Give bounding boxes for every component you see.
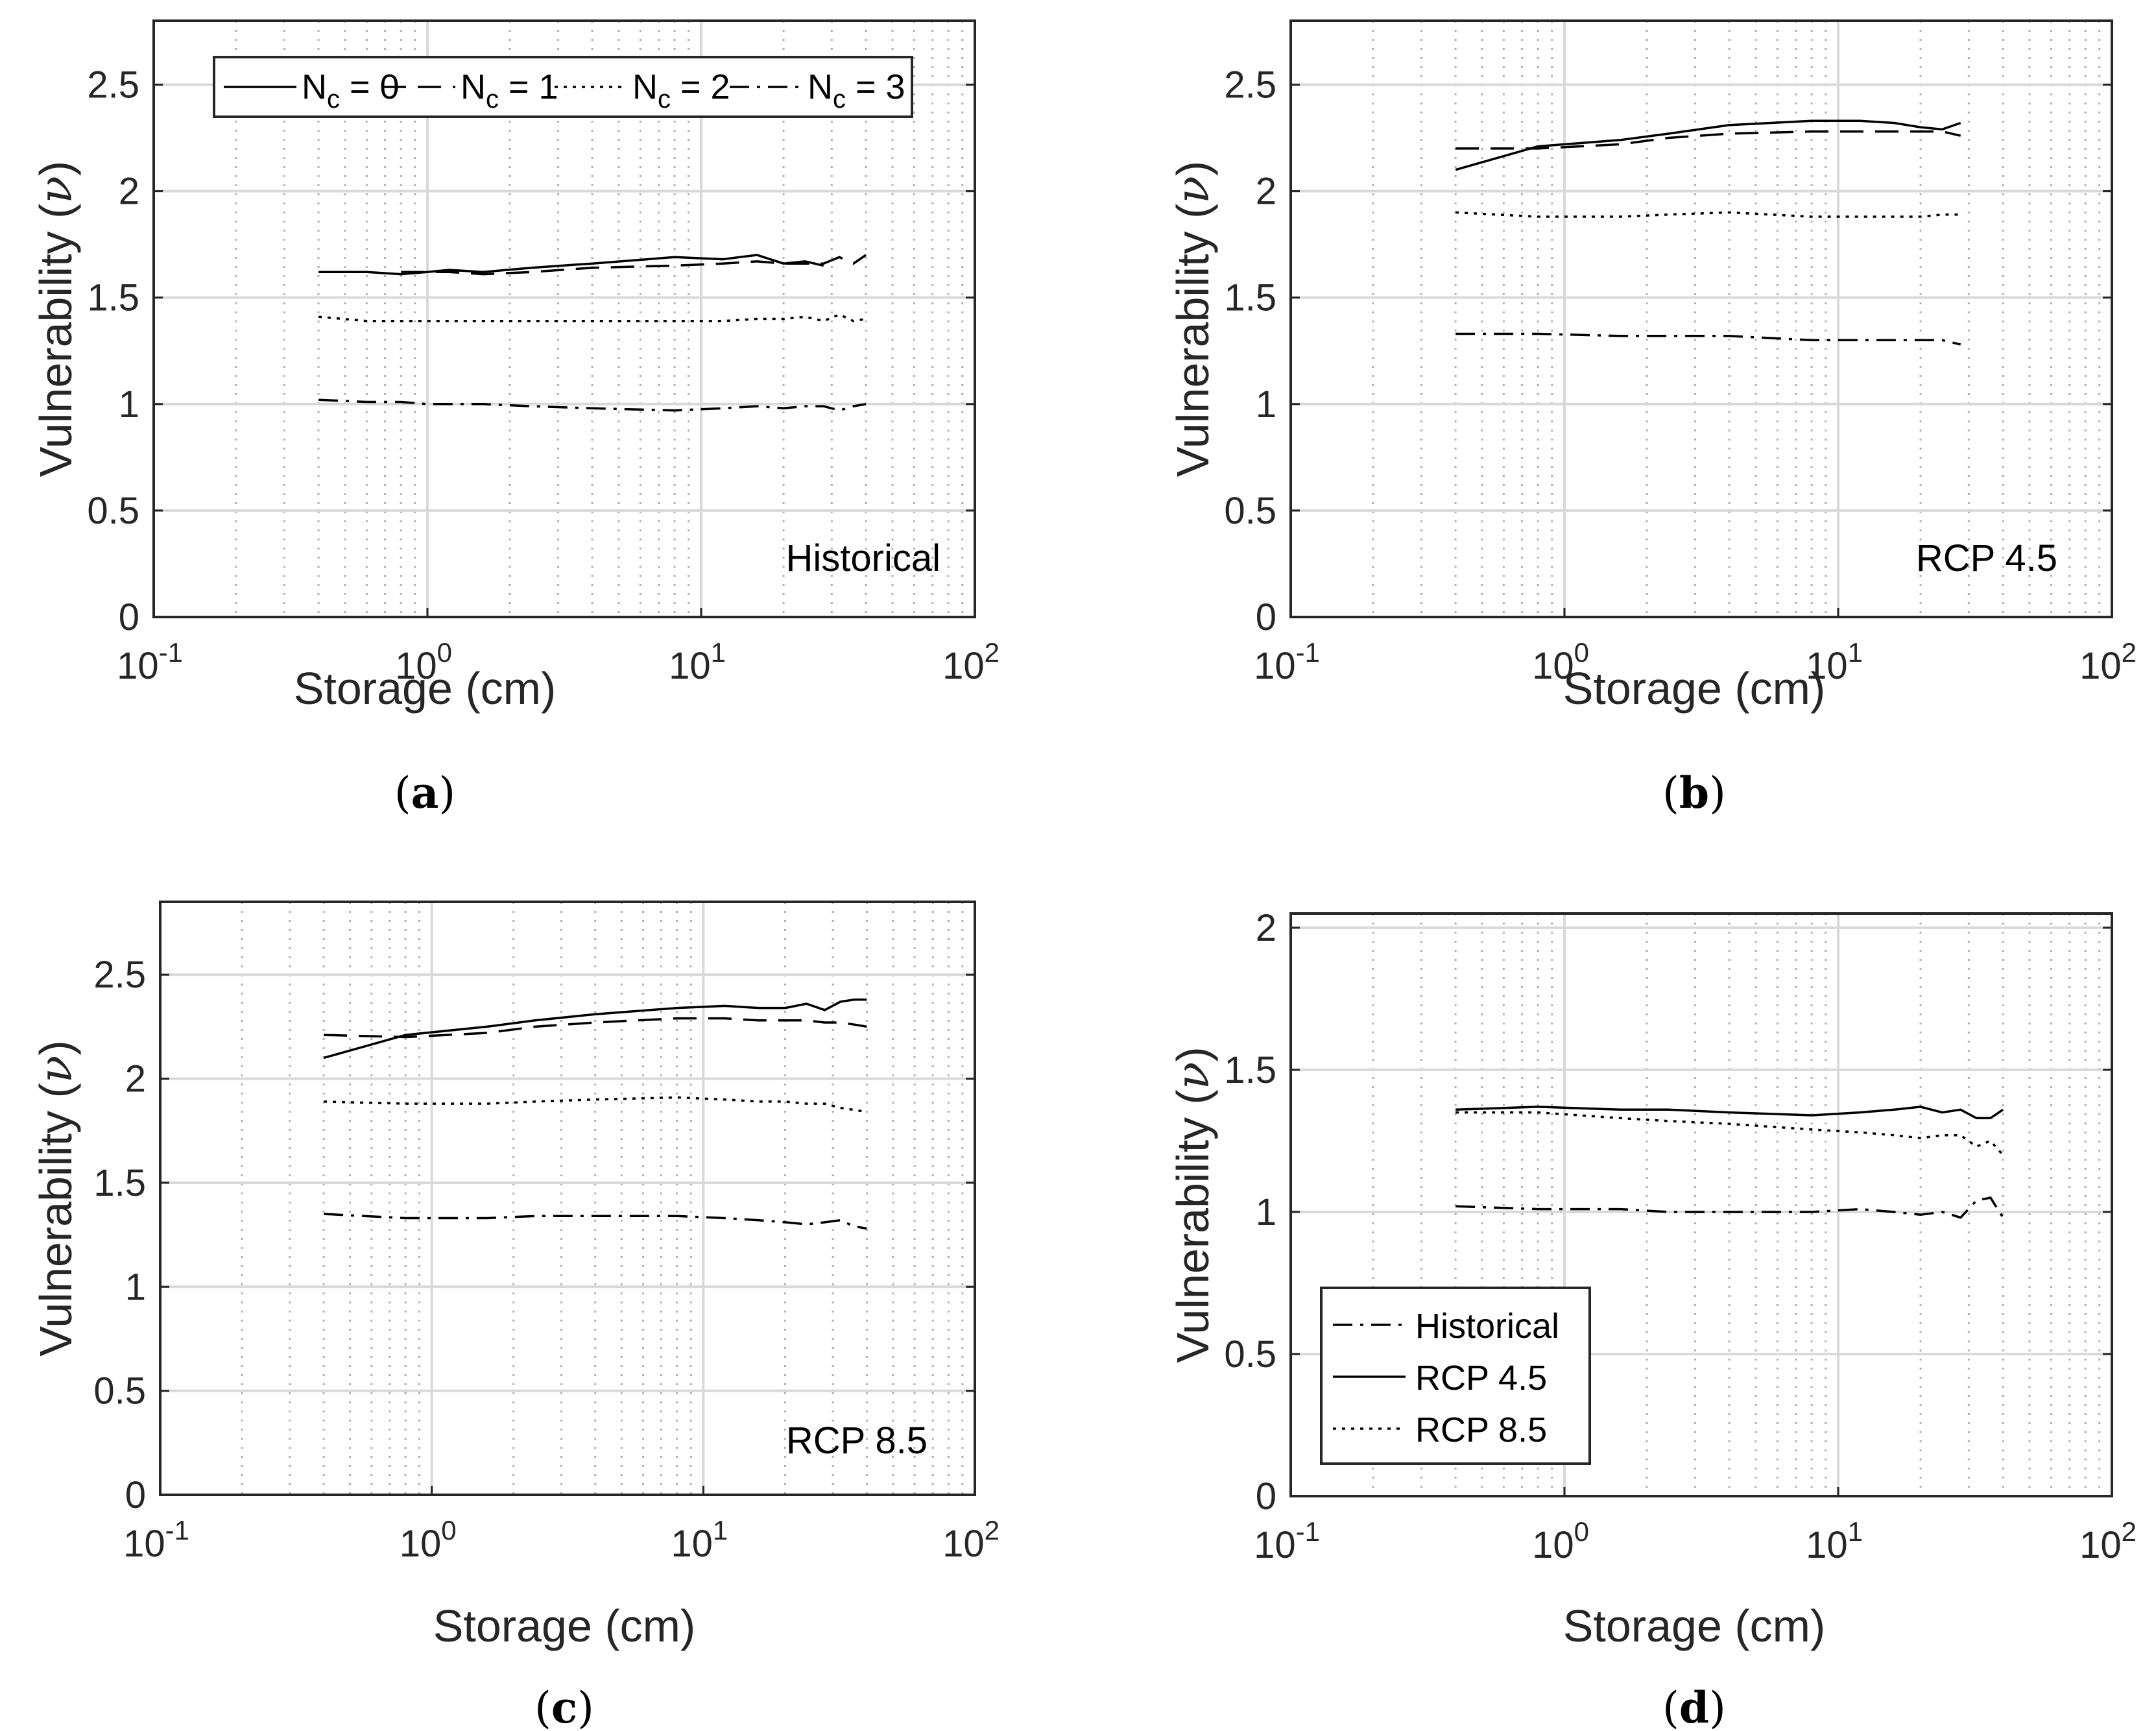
legend-label: Nc = 1 <box>461 67 558 114</box>
y-tick-label: 2.5 <box>87 64 139 106</box>
legend-label: Nc = 2 <box>632 67 730 114</box>
x-tick-label: 100 <box>1532 637 1589 687</box>
chart-panel-a: 0 0.5 1 1.5 2 2.5 10-1 100 101 102 Historical Stora… <box>29 19 1000 818</box>
x-axis-label: Storage (cm) <box>433 1601 696 1651</box>
y-tick-label: 0.5 <box>1224 490 1276 532</box>
series-line-n-c-3 <box>324 1213 867 1230</box>
y-tick-label: 1.5 <box>87 277 139 319</box>
legend-label: Nc = 3 <box>808 67 905 114</box>
y-tick-label: 2 <box>119 171 139 213</box>
x-tick-label: 10-1 <box>1254 637 1320 687</box>
y-tick-label: 0.5 <box>93 1370 146 1412</box>
legend-label: Nc = 0 <box>302 67 400 114</box>
chart-panel-b: 0 0.5 1 1.5 2 2.5 10-1 100 101 102 RCP 4.5 Storage … <box>1166 19 2137 818</box>
x-axis-label: Storage (cm) <box>1563 663 1826 714</box>
legend: Nc = 0 Nc = 1 Nc = 2 Nc = 3 <box>213 56 913 118</box>
series-line-rcp-8-5 <box>1455 1111 2004 1156</box>
panel-annotation: RCP 4.5 <box>1916 537 2057 579</box>
series-line-n-c-2 <box>1455 211 1961 218</box>
y-tick-label: 1.5 <box>93 1162 146 1204</box>
series-line-n-c-1 <box>401 254 867 276</box>
y-tick-label: 0 <box>1256 1475 1276 1518</box>
y-axis-label: Vulnerability (ν) <box>1166 161 1219 477</box>
x-tick-label: 10-1 <box>123 1515 189 1565</box>
y-tick-label: 0.5 <box>1224 1333 1276 1375</box>
series-line-n-c-2 <box>324 1096 867 1113</box>
y-tick-label: 1.5 <box>1224 1049 1276 1091</box>
panel-caption: (c) <box>534 1682 594 1731</box>
y-tick-label: 2 <box>1256 171 1276 213</box>
y-tick-label: 2.5 <box>1224 64 1276 106</box>
y-tick-label: 2 <box>125 1058 146 1100</box>
x-tick-label: 100 <box>400 1515 457 1565</box>
y-tick-label: 1.5 <box>1224 277 1276 319</box>
y-tick-label: 2.5 <box>93 954 146 996</box>
y-tick-label: 0 <box>125 1474 146 1516</box>
y-tick-label: 0.5 <box>87 490 139 532</box>
legend-label: RCP 4.5 <box>1415 1359 1547 1398</box>
x-tick-label: 101 <box>1806 637 1863 687</box>
chart-panel-c: 0 0.5 1 1.5 2 2.5 10-1 100 101 102 RCP 8.5 Storage … <box>29 901 1000 1731</box>
panel-caption: (b) <box>1662 768 1726 818</box>
axes-box <box>1289 19 2113 618</box>
y-tick-label: 1 <box>1256 383 1276 426</box>
y-tick-label: 0 <box>119 596 139 638</box>
series-line-historical <box>1455 1196 2004 1219</box>
x-tick-label: 101 <box>1806 1516 1863 1566</box>
x-tick-label: 102 <box>2079 1516 2137 1566</box>
y-tick-label: 1 <box>1256 1191 1276 1233</box>
y-axis-label: Vulnerability (ν) <box>29 161 82 477</box>
x-axis-label: Storage (cm) <box>294 663 557 714</box>
series-line-n-c-0 <box>318 254 824 276</box>
x-tick-label: 102 <box>942 637 1000 687</box>
x-tick-label: 101 <box>669 637 726 687</box>
y-tick-label: 1 <box>119 383 139 426</box>
series-line-n-c-3 <box>318 398 867 412</box>
series-line-rcp-4-5 <box>1455 1106 2004 1120</box>
series-line-n-c-2 <box>318 313 867 322</box>
series-line-n-c-3 <box>1455 332 1961 346</box>
y-tick-label: 2 <box>1256 907 1276 949</box>
y-tick-label: 1 <box>125 1266 146 1308</box>
legend-label: Historical <box>1415 1307 1559 1346</box>
x-tick-label: 100 <box>1532 1516 1589 1566</box>
panel-caption: (d) <box>1662 1682 1726 1731</box>
legend-label: RCP 8.5 <box>1415 1410 1547 1449</box>
panel-caption: (a) <box>394 768 455 818</box>
axes-box <box>159 901 976 1496</box>
legend: Historical RCP 4.5 RCP 8.5 <box>1320 1287 1591 1465</box>
series-line-n-c-0 <box>1455 119 1961 171</box>
x-tick-label: 100 <box>395 637 452 687</box>
panel-annotation: RCP 8.5 <box>786 1420 928 1462</box>
x-tick-label: 102 <box>2079 637 2137 687</box>
x-tick-label: 10-1 <box>117 637 183 687</box>
y-axis-label: Vulnerability (ν) <box>29 1040 82 1356</box>
x-axis-label: Storage (cm) <box>1563 1601 1826 1651</box>
x-tick-label: 102 <box>942 1515 1000 1565</box>
x-tick-label: 10-1 <box>1254 1516 1320 1566</box>
y-axis-label: Vulnerability (ν) <box>1166 1047 1219 1362</box>
panel-annotation: Historical <box>786 537 941 579</box>
y-tick-label: 0 <box>1256 596 1276 638</box>
axes-box <box>152 19 976 618</box>
series-line-n-c-1 <box>1455 130 1961 150</box>
series-line-n-c-0 <box>323 998 867 1059</box>
x-tick-label: 101 <box>671 1515 728 1565</box>
axes-box <box>1289 912 2113 1497</box>
chart-panel-d: 0 0.5 1 1.5 2 10-1 100 101 102 Storage (cm) Vulner… <box>1166 907 2137 1731</box>
